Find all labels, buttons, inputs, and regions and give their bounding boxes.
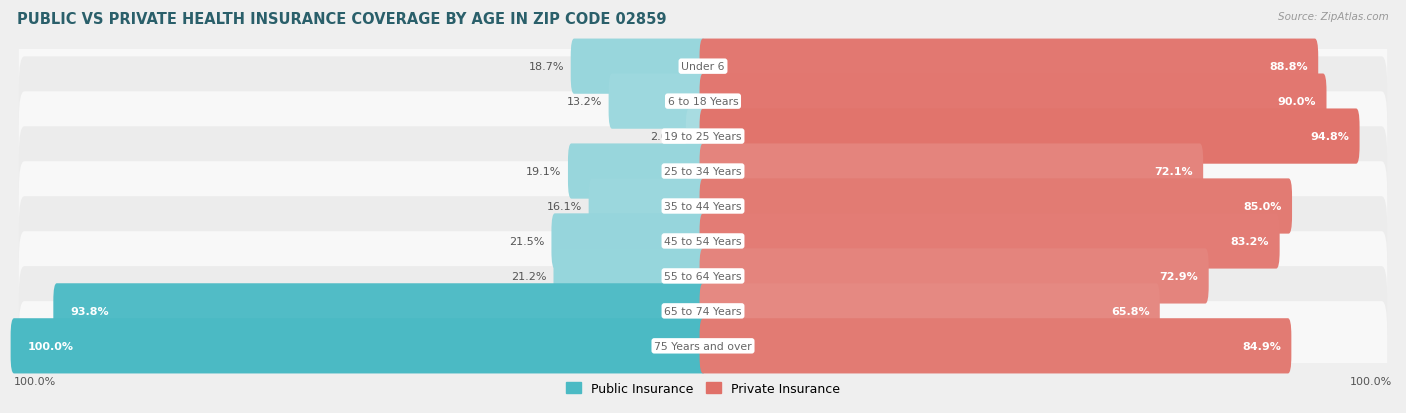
Text: Source: ZipAtlas.com: Source: ZipAtlas.com xyxy=(1278,12,1389,22)
FancyBboxPatch shape xyxy=(18,197,1388,286)
FancyBboxPatch shape xyxy=(18,301,1388,391)
FancyBboxPatch shape xyxy=(18,162,1388,251)
Text: 35 to 44 Years: 35 to 44 Years xyxy=(664,202,742,211)
Text: 19 to 25 Years: 19 to 25 Years xyxy=(664,132,742,142)
FancyBboxPatch shape xyxy=(568,144,706,199)
FancyBboxPatch shape xyxy=(700,109,1360,164)
FancyBboxPatch shape xyxy=(609,74,706,129)
FancyBboxPatch shape xyxy=(700,144,1204,199)
FancyBboxPatch shape xyxy=(18,127,1388,216)
FancyBboxPatch shape xyxy=(700,40,1319,95)
Text: 94.8%: 94.8% xyxy=(1310,132,1350,142)
Text: 65.8%: 65.8% xyxy=(1111,306,1150,316)
Text: 65 to 74 Years: 65 to 74 Years xyxy=(664,306,742,316)
Text: 55 to 64 Years: 55 to 64 Years xyxy=(664,271,742,281)
FancyBboxPatch shape xyxy=(18,57,1388,147)
FancyBboxPatch shape xyxy=(686,109,706,164)
Text: 72.9%: 72.9% xyxy=(1160,271,1198,281)
FancyBboxPatch shape xyxy=(700,214,1279,269)
Text: 6 to 18 Years: 6 to 18 Years xyxy=(668,97,738,107)
Text: 21.5%: 21.5% xyxy=(509,236,544,247)
Text: 88.8%: 88.8% xyxy=(1270,62,1308,72)
FancyBboxPatch shape xyxy=(700,249,1209,304)
Text: 84.9%: 84.9% xyxy=(1241,341,1281,351)
Text: 93.8%: 93.8% xyxy=(70,306,110,316)
FancyBboxPatch shape xyxy=(700,318,1291,373)
Text: 85.0%: 85.0% xyxy=(1243,202,1282,211)
Text: 90.0%: 90.0% xyxy=(1278,97,1316,107)
Text: 21.2%: 21.2% xyxy=(512,271,547,281)
FancyBboxPatch shape xyxy=(18,266,1388,356)
FancyBboxPatch shape xyxy=(18,232,1388,321)
FancyBboxPatch shape xyxy=(18,22,1388,112)
Text: PUBLIC VS PRIVATE HEALTH INSURANCE COVERAGE BY AGE IN ZIP CODE 02859: PUBLIC VS PRIVATE HEALTH INSURANCE COVER… xyxy=(17,12,666,27)
FancyBboxPatch shape xyxy=(700,179,1292,234)
Text: 72.1%: 72.1% xyxy=(1154,166,1192,177)
FancyBboxPatch shape xyxy=(53,284,706,339)
Text: 75 Years and over: 75 Years and over xyxy=(654,341,752,351)
FancyBboxPatch shape xyxy=(571,40,706,95)
Text: 18.7%: 18.7% xyxy=(529,62,564,72)
FancyBboxPatch shape xyxy=(11,318,706,373)
Legend: Public Insurance, Private Insurance: Public Insurance, Private Insurance xyxy=(567,382,839,395)
Text: 83.2%: 83.2% xyxy=(1230,236,1270,247)
Text: 100.0%: 100.0% xyxy=(14,376,56,386)
Text: 2.0%: 2.0% xyxy=(651,132,679,142)
Text: 100.0%: 100.0% xyxy=(1350,376,1392,386)
Text: Under 6: Under 6 xyxy=(682,62,724,72)
FancyBboxPatch shape xyxy=(551,214,706,269)
FancyBboxPatch shape xyxy=(18,92,1388,181)
Text: 45 to 54 Years: 45 to 54 Years xyxy=(664,236,742,247)
Text: 19.1%: 19.1% xyxy=(526,166,561,177)
Text: 16.1%: 16.1% xyxy=(547,202,582,211)
FancyBboxPatch shape xyxy=(589,179,706,234)
FancyBboxPatch shape xyxy=(700,74,1326,129)
FancyBboxPatch shape xyxy=(554,249,706,304)
FancyBboxPatch shape xyxy=(700,284,1160,339)
Text: 25 to 34 Years: 25 to 34 Years xyxy=(664,166,742,177)
Text: 13.2%: 13.2% xyxy=(567,97,602,107)
Text: 100.0%: 100.0% xyxy=(28,341,75,351)
